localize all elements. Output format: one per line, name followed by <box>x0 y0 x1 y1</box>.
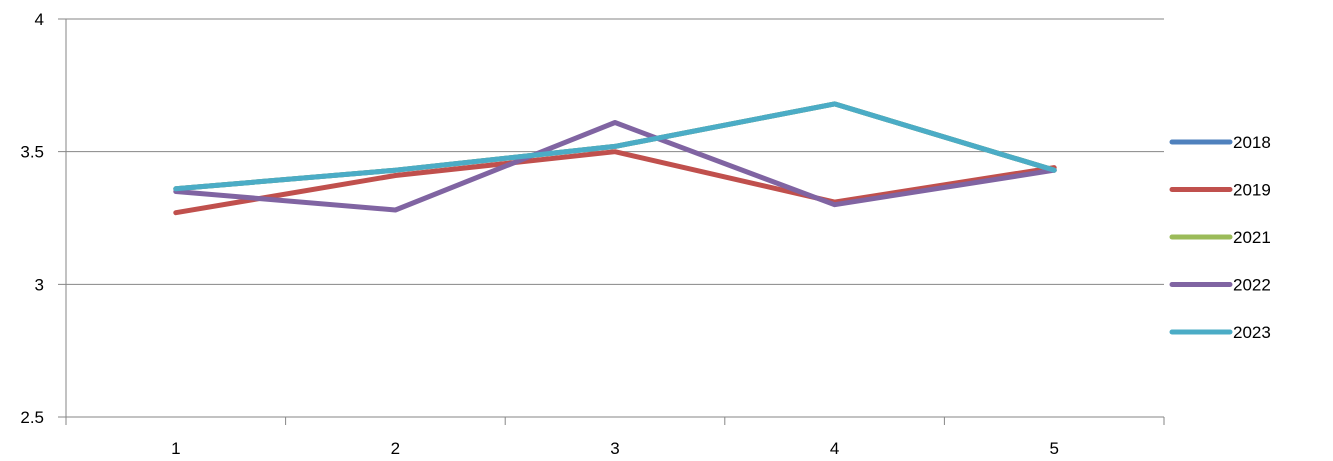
series-line-2023 <box>173 101 1057 192</box>
legend-label-2023: 2023 <box>1233 323 1271 342</box>
y-tick-label: 4 <box>35 10 44 29</box>
y-axis-tick-labels: 2.5 3 3.5 4 <box>20 10 44 427</box>
legend-label-2022: 2022 <box>1233 276 1271 295</box>
x-tick-label: 5 <box>1049 439 1058 458</box>
legend: 2018 2019 2021 2022 2023 <box>1169 133 1271 342</box>
y-tick-label: 3.5 <box>20 143 44 162</box>
x-tick-label: 1 <box>171 439 180 458</box>
axes <box>65 19 1165 425</box>
x-tick-label: 4 <box>830 439 839 458</box>
legend-label-2019: 2019 <box>1233 181 1271 200</box>
series-lines <box>173 101 1057 216</box>
y-tick-label: 2.5 <box>20 408 44 427</box>
x-axis-tick-labels: 1 2 3 4 5 <box>171 439 1059 458</box>
gridlines <box>58 18 1164 418</box>
legend-label-2021: 2021 <box>1233 228 1271 247</box>
series-line-2022 <box>173 120 1057 213</box>
legend-label-2018: 2018 <box>1233 133 1271 152</box>
series-line-2019 <box>173 149 1057 216</box>
x-tick-label: 2 <box>391 439 400 458</box>
y-tick-label: 3 <box>35 275 44 294</box>
x-tick-label: 3 <box>610 439 619 458</box>
